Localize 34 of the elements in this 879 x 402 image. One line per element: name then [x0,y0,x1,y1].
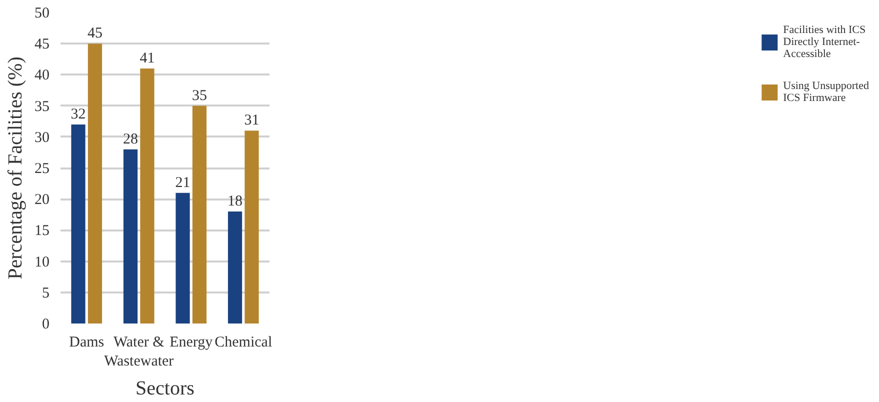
x-tick-label: Chemical [214,334,272,350]
legend-label: Facilities with ICS Directly Internet-Accessible [783,23,866,62]
y-tick-label: 40 [34,68,50,84]
bar [228,212,242,324]
data-label: 45 [87,26,102,42]
bar [176,192,190,324]
y-tick-label: 50 [34,6,50,22]
y-tick-label: 5 [42,285,50,302]
data-label: 32 [70,106,86,122]
y-tick-label: 15 [34,223,50,240]
y-tick-label: 10 [34,254,50,270]
data-label: 31 [244,112,260,129]
data-label: 18 [228,194,243,210]
data-label: 35 [192,88,207,104]
y-tick-label: 20 [34,192,50,208]
data-label: 21 [175,174,190,191]
bar [71,124,86,324]
data-label: 28 [123,131,138,148]
bar [88,44,102,324]
y-tick-label: 25 [34,161,50,177]
x-tick-label: Dams [69,334,104,350]
bar [140,68,154,324]
bar [192,106,207,324]
x-tick-label: Energy [170,334,214,350]
y-tick-label: 0 [42,316,50,332]
bar [123,149,138,324]
legend-label: Using Unsupported ICS Firmware [783,79,869,106]
y-axis-title: Percentage of Facilities (%) [4,56,26,280]
y-tick-label: 45 [34,36,50,53]
y-tick-label: 35 [34,98,50,115]
y-tick-label: 30 [34,130,50,146]
x-axis-title: Sectors [136,378,195,400]
data-label: 41 [140,50,155,66]
bar [244,130,259,324]
